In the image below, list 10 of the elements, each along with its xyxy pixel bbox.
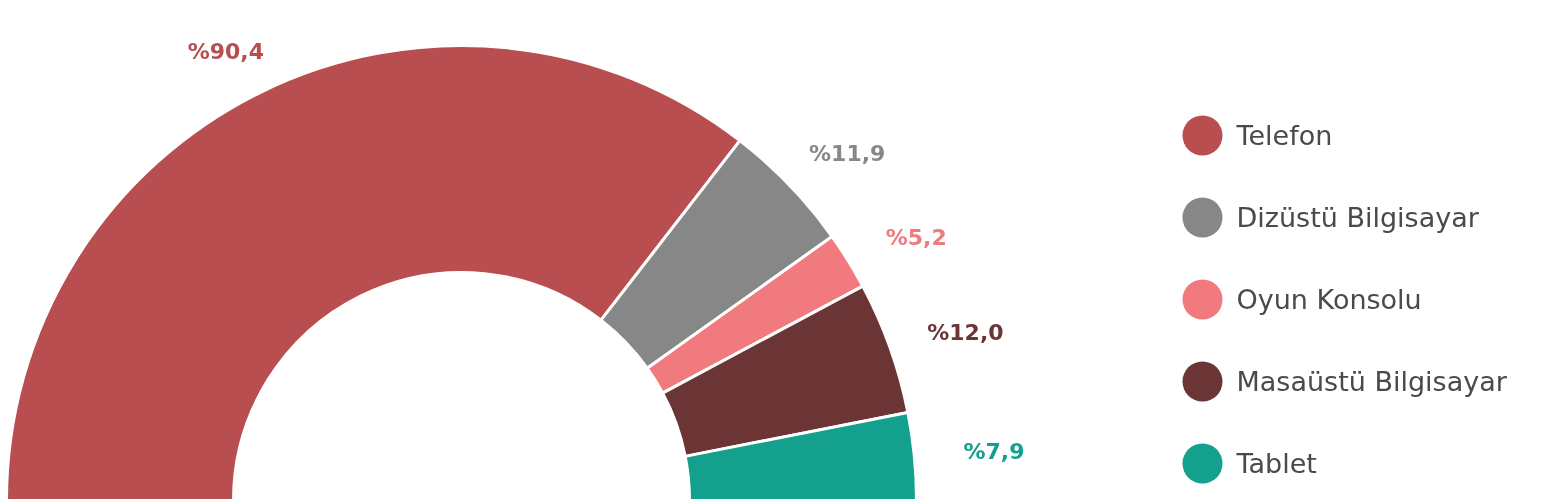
legend-label: Tablet <box>1235 448 1317 479</box>
data-label: %11,9 <box>809 141 886 167</box>
legend-label: Dizüstü Bilgisayar <box>1236 202 1480 233</box>
data-label: %12,0 <box>927 319 1004 345</box>
legend-label: Telefon <box>1235 120 1333 151</box>
data-label: %5,2 <box>885 224 947 250</box>
legend-label: Oyun Konsolu <box>1236 284 1422 315</box>
data-label: %90,4 <box>187 39 264 65</box>
data-label: %7,9 <box>963 439 1025 465</box>
legend-label: Masaüstü Bilgisayar <box>1236 366 1508 397</box>
